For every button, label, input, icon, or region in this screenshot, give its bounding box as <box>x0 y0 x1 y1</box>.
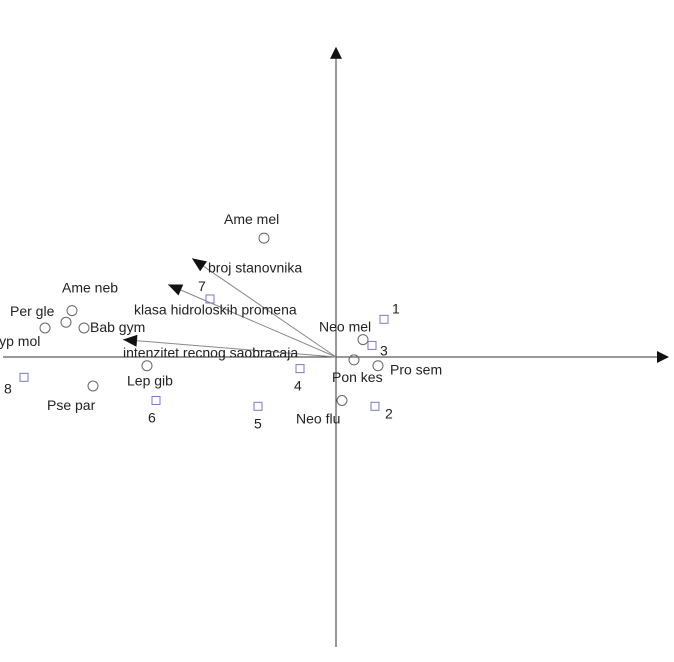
y-axis-arrowhead <box>330 46 342 59</box>
species-label-neo-flu: Neo flu <box>296 411 340 427</box>
site-point-7 <box>205 294 215 304</box>
x-axis-arrowhead <box>657 351 669 363</box>
site-point-3 <box>367 340 377 350</box>
species-point-neo-flu <box>336 395 348 406</box>
species-point-hyp-mol <box>39 322 51 334</box>
vector-line-intenzitet-recnog-saobracaja <box>122 339 337 358</box>
species-point-ame-neb <box>66 305 78 317</box>
species-label-neo-mel: Neo mel <box>319 319 371 335</box>
site-label-5: 5 <box>254 415 262 431</box>
species-point-pon-kes <box>348 354 360 366</box>
site-label-8: 8 <box>4 380 12 396</box>
site-point-1 <box>379 314 389 324</box>
vector-label-klasa-hidroloskih-promena: klasa hidroloskih promena <box>134 302 297 318</box>
species-point-ame-mel <box>258 232 270 244</box>
site-label-6: 6 <box>148 410 156 426</box>
species-label-hyp-mol: Hyp mol <box>0 333 40 349</box>
species-label-lep-gib: Lep gib <box>127 373 173 389</box>
axes <box>3 46 669 647</box>
site-label-2: 2 <box>385 405 393 421</box>
species-point-neo-mel <box>357 334 369 346</box>
site-point-6 <box>151 396 161 405</box>
site-label-3: 3 <box>380 342 388 358</box>
site-point-8 <box>19 372 29 382</box>
vector-label-intenzitet-recnog-saobracaja: intenzitet recnog saobracaja <box>123 345 298 361</box>
species-point-bab-gym <box>78 322 90 334</box>
species-label-bab-gym: Bab gym <box>90 319 145 335</box>
species-point-lep-gib <box>141 360 153 372</box>
site-label-4: 4 <box>294 378 302 394</box>
species-label-ame-mel: Ame mel <box>224 211 279 227</box>
vector-label-broj-stanovnika: broj stanovnika <box>208 259 302 275</box>
species-label-per-gle: Per gle <box>10 303 55 319</box>
species-point-pse-par <box>87 380 99 392</box>
vector-line-klasa-hidroloskih-promena <box>167 284 337 358</box>
site-label-7: 7 <box>198 278 206 294</box>
species-point-pro-sem <box>372 360 384 372</box>
vector-arrowhead-intenzitet-recnog-saobracaja <box>123 334 138 347</box>
species-points: Ame mel Ame neb Per gle Hyp mol Bab gym Lep g… <box>0 211 442 426</box>
site-label-1: 1 <box>392 300 400 316</box>
site-points: 1 2 3 4 5 6 7 8 <box>4 278 400 431</box>
vector-arrowhead-broj-stanovnika <box>192 258 207 272</box>
species-label-pon-kes: Pon kes <box>332 369 383 385</box>
vector-arrowhead-klasa-hidroloskih-promena <box>168 284 184 296</box>
site-point-5 <box>253 401 263 411</box>
site-point-2 <box>370 401 380 411</box>
environmental-vectors: broj stanovnika klasa hidroloskih promena… <box>122 257 337 361</box>
species-label-ame-neb: Ame neb <box>62 280 118 296</box>
species-point-per-gle <box>60 316 72 328</box>
species-label-pro-sem: Pro sem <box>390 362 442 378</box>
species-label-pse-par: Pse par <box>47 397 96 413</box>
vector-line-broj-stanovnika <box>191 257 337 358</box>
site-point-4 <box>295 364 305 374</box>
